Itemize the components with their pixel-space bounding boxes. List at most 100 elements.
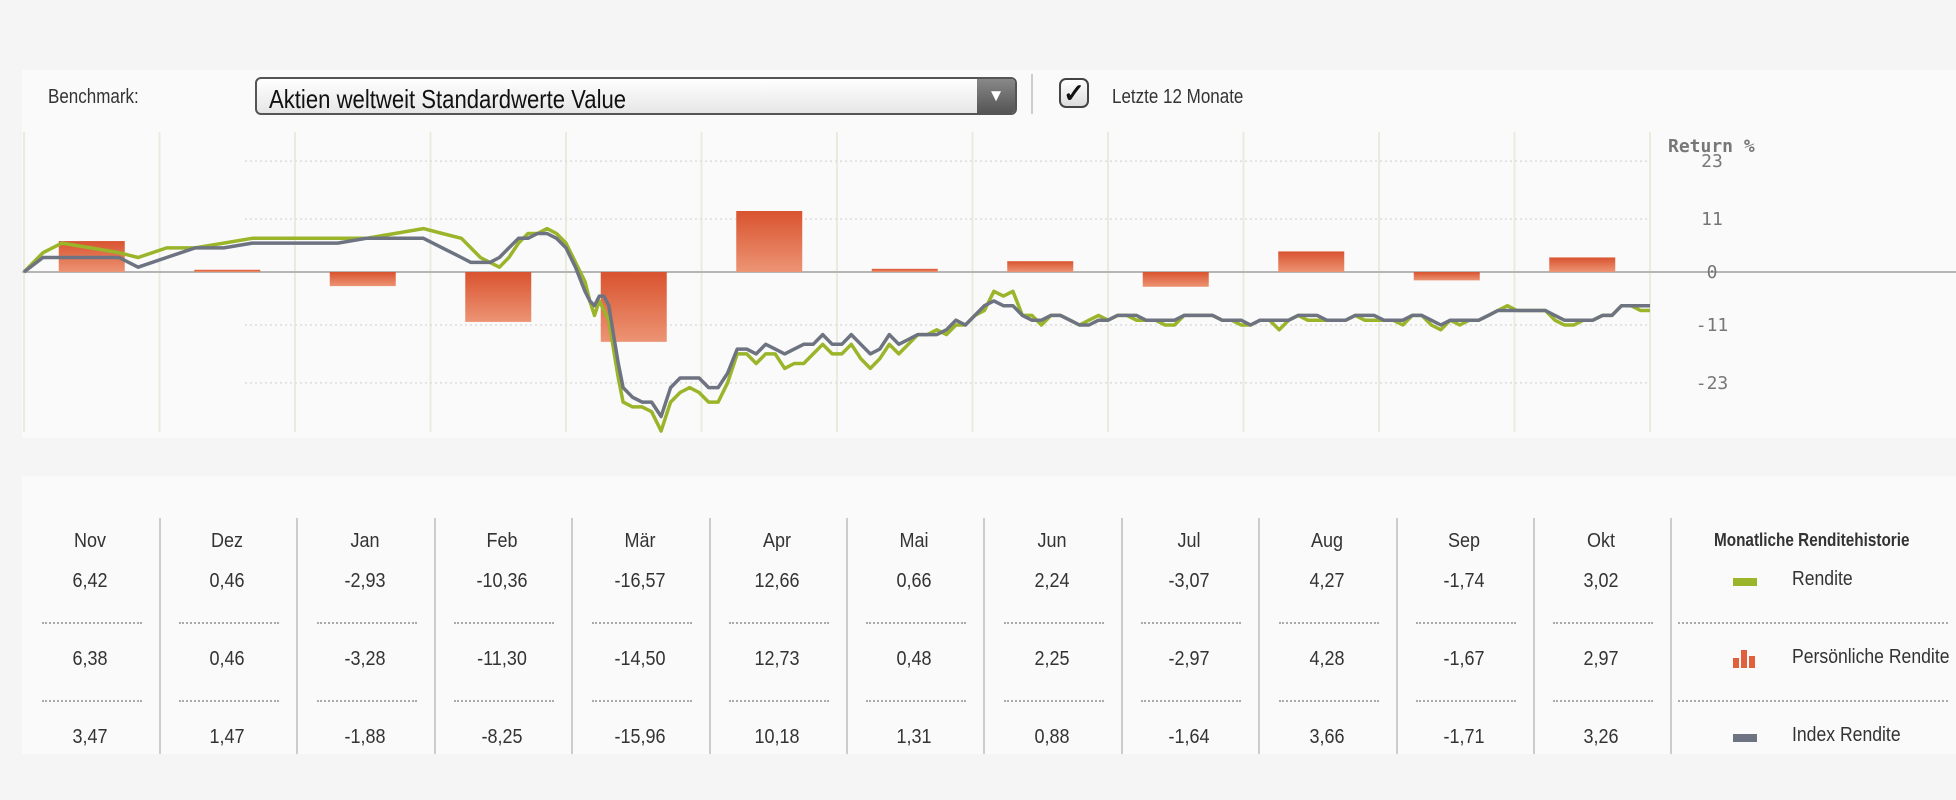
month-column: Jun 2,24 2,25 0,88	[984, 518, 1123, 754]
index-swatch-icon	[1733, 734, 1757, 742]
legend-item: Index Rendite	[1670, 724, 1956, 754]
rendite-value: -1,74	[1443, 570, 1485, 592]
month-header: Feb	[486, 530, 518, 552]
persoenliche-rendite-value: 6,38	[72, 648, 108, 670]
index-rendite-value: 1,47	[209, 726, 245, 748]
month-column: Apr 12,66 12,73 10,18	[709, 518, 848, 754]
persoenliche-rendite-value: 0,48	[896, 648, 932, 670]
rendite-value: -16,57	[614, 570, 666, 592]
column-divider	[1395, 518, 1398, 754]
row-separator	[1278, 622, 1379, 624]
chart-grid	[22, 132, 1956, 432]
row-separator	[454, 700, 555, 702]
chart-bars	[58, 211, 1616, 342]
index-rendite-value: 1,31	[896, 726, 932, 748]
column-divider	[571, 518, 574, 754]
month-column: Jan -2,93 -3,28 -1,88	[297, 518, 436, 754]
month-header: Dez	[211, 530, 244, 552]
rendite-value: -3,07	[1168, 570, 1210, 592]
month-header: Jan	[350, 530, 380, 552]
row-separator	[316, 622, 417, 624]
y-tick-label: 23	[1701, 151, 1723, 172]
bar-Feb	[465, 272, 532, 322]
persoenliche-rendite-value: 0,46	[209, 648, 245, 670]
row-separator	[1553, 700, 1654, 702]
column-divider	[1533, 518, 1535, 754]
month-header: Okt	[1587, 530, 1616, 552]
legend: Monatliche Renditehistorie Rendite Persönl…	[1670, 518, 1956, 754]
bar-Sep	[1413, 272, 1480, 281]
benchmark-select[interactable]: Aktien weltweit Standardwerte Value ▼	[255, 77, 1017, 115]
column-divider	[708, 518, 711, 754]
month-header: Mai	[899, 530, 929, 552]
persoenliche-rendite-value: 2,97	[1583, 648, 1619, 670]
month-header: Aug	[1310, 530, 1343, 552]
toolbar-divider	[1031, 74, 1033, 114]
chevron-down-icon[interactable]: ▼	[977, 79, 1015, 113]
index-rendite-value: -15,96	[614, 726, 666, 748]
last-12-months-label[interactable]: Letzte 12 Monate	[1112, 86, 1244, 108]
column-divider	[1258, 518, 1261, 754]
index-rendite-value: 3,26	[1583, 726, 1619, 748]
month-header: Mär	[624, 530, 656, 552]
y-axis: Return %23 11 0 -11 -23	[1668, 136, 1755, 394]
chart-lines	[22, 226, 1650, 433]
row-separator	[866, 700, 967, 702]
month-header: Jun	[1037, 530, 1067, 552]
bar-Apr	[736, 211, 803, 272]
index-rendite-value: 0,88	[1034, 726, 1070, 748]
column-divider	[296, 518, 299, 754]
row-separator	[42, 622, 142, 624]
rendite-value: 3,02	[1583, 570, 1619, 592]
month-column: Jul -3,07 -2,97 -1,64	[1121, 518, 1261, 754]
month-column: Aug 4,27 4,28 3,66	[1259, 518, 1398, 754]
rendite-value: -2,93	[344, 570, 386, 592]
row-separator	[1416, 700, 1516, 702]
month-header: Jul	[1177, 530, 1201, 552]
last-12-months-checkbox[interactable]: ✓	[1059, 78, 1089, 108]
month-header: Sep	[1447, 530, 1481, 552]
index-rendite-value: 10,18	[754, 726, 800, 748]
legend-separator	[1678, 622, 1948, 624]
month-header: Nov	[73, 530, 107, 552]
legend-title: Monatliche Renditehistorie	[1714, 530, 1910, 550]
persoenliche-rendite-value: -11,30	[477, 648, 528, 670]
row-separator	[866, 622, 967, 624]
column-divider	[159, 518, 161, 754]
row-separator	[179, 622, 280, 624]
legend-item: Persönliche Rendite	[1670, 646, 1956, 676]
rendite-value: 2,24	[1034, 570, 1070, 592]
index-rendite-value: 3,66	[1309, 726, 1345, 748]
bar-Dez	[194, 269, 261, 272]
rendite-value: 6,42	[72, 570, 108, 592]
month-column: Mai 0,66 0,48 1,31	[846, 518, 986, 754]
month-column: Sep -1,74 -1,67 -1,71	[1396, 518, 1535, 754]
month-column: Dez 0,46 0,46 1,47	[159, 518, 299, 754]
month-column: Okt 3,02 2,97 3,26	[1533, 518, 1673, 754]
bar-Jun	[1007, 261, 1074, 272]
bar-Mai	[871, 268, 938, 272]
y-tick-label: 11	[1701, 209, 1723, 230]
bar-Jul	[1142, 272, 1209, 287]
legend-separator	[1678, 700, 1948, 702]
row-separator	[1003, 622, 1104, 624]
month-column: Feb -10,36 -11,30 -8,25	[434, 518, 574, 754]
row-separator	[42, 700, 142, 702]
rendite-value: 0,66	[896, 570, 932, 592]
row-separator	[1416, 622, 1516, 624]
benchmark-selected-value: Aktien weltweit Standardwerte Value	[269, 84, 627, 114]
bar-icon-bar	[1741, 650, 1747, 668]
rendite-value: 0,46	[209, 570, 245, 592]
y-tick-label: -11	[1696, 315, 1729, 336]
row-separator	[1553, 622, 1654, 624]
legend-divider	[1670, 518, 1672, 754]
index-rendite-value: -1,64	[1168, 726, 1210, 748]
index-rendite-value: -1,71	[1443, 726, 1485, 748]
benchmark-bar: Benchmark: Aktien weltweit Standardwerte…	[22, 70, 1956, 134]
rendite-value: 12,66	[754, 570, 800, 592]
index-rendite-value: 3,47	[72, 726, 108, 748]
row-separator	[179, 700, 280, 702]
chart-background	[22, 132, 1956, 438]
persoenliche-rendite-value: -2,97	[1168, 648, 1210, 670]
persoenliche-rendite-value: 4,28	[1309, 648, 1345, 670]
